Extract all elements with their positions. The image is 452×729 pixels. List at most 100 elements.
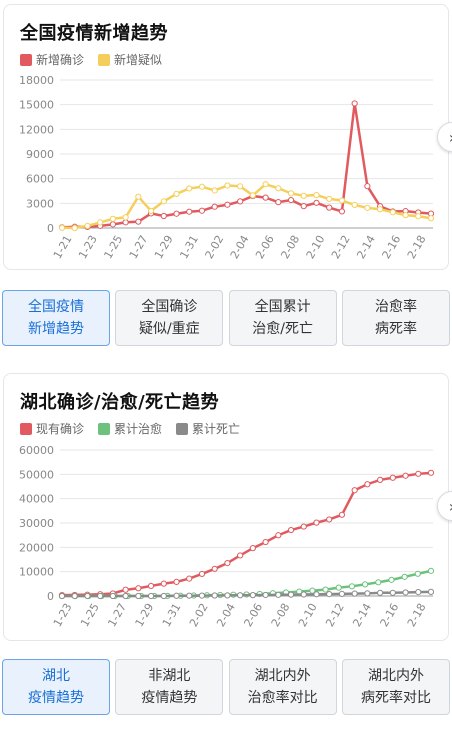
data-point[interactable] bbox=[414, 570, 421, 577]
data-point[interactable] bbox=[186, 592, 193, 599]
data-point[interactable] bbox=[287, 196, 295, 204]
data-point[interactable] bbox=[71, 592, 78, 600]
legend-item-cumulative-recovered[interactable]: 累计治愈 bbox=[98, 420, 162, 437]
data-point[interactable] bbox=[262, 591, 269, 599]
data-point[interactable] bbox=[262, 194, 269, 201]
data-point[interactable] bbox=[401, 573, 408, 580]
data-point[interactable] bbox=[135, 592, 142, 600]
data-point[interactable] bbox=[287, 190, 295, 197]
data-point[interactable] bbox=[224, 182, 231, 189]
data-point[interactable] bbox=[364, 481, 371, 488]
data-point[interactable] bbox=[300, 591, 307, 598]
legend-item-new-suspected[interactable]: 新增疑似 bbox=[98, 51, 162, 68]
data-point[interactable] bbox=[275, 532, 282, 539]
data-point[interactable] bbox=[198, 592, 206, 599]
data-point[interactable] bbox=[160, 212, 167, 220]
data-point[interactable] bbox=[224, 201, 231, 208]
data-point[interactable] bbox=[160, 592, 167, 600]
data-point[interactable] bbox=[249, 192, 256, 199]
data-point[interactable] bbox=[326, 204, 333, 211]
data-point[interactable] bbox=[415, 470, 422, 477]
data-point[interactable] bbox=[71, 224, 78, 232]
data-point[interactable] bbox=[351, 487, 358, 494]
data-point[interactable] bbox=[109, 215, 116, 222]
data-point[interactable] bbox=[186, 575, 193, 582]
data-point[interactable] bbox=[198, 207, 206, 214]
data-point[interactable] bbox=[275, 199, 282, 206]
data-point[interactable] bbox=[122, 592, 129, 600]
data-point[interactable] bbox=[84, 222, 91, 229]
data-point[interactable] bbox=[377, 206, 384, 213]
data-point[interactable] bbox=[364, 204, 371, 211]
data-point[interactable] bbox=[160, 198, 167, 205]
data-point[interactable] bbox=[275, 591, 282, 598]
data-point[interactable] bbox=[415, 589, 422, 596]
data-point[interactable] bbox=[97, 592, 104, 600]
data-point[interactable] bbox=[262, 181, 269, 188]
data-point[interactable] bbox=[147, 582, 155, 590]
data-point[interactable] bbox=[402, 472, 409, 479]
data-point[interactable] bbox=[135, 193, 142, 200]
data-point[interactable] bbox=[427, 588, 435, 595]
legend-item-cumulative-deaths[interactable]: 累计死亡 bbox=[176, 420, 240, 437]
data-point[interactable] bbox=[362, 581, 369, 588]
data-point[interactable] bbox=[326, 195, 333, 203]
data-point[interactable] bbox=[198, 570, 206, 578]
data-point[interactable] bbox=[275, 185, 282, 192]
data-point[interactable] bbox=[389, 474, 396, 481]
data-point[interactable] bbox=[237, 198, 244, 205]
data-point[interactable] bbox=[338, 590, 346, 597]
data-point[interactable] bbox=[402, 589, 409, 596]
data-point[interactable] bbox=[351, 201, 358, 209]
data-point[interactable] bbox=[335, 584, 342, 591]
data-point[interactable] bbox=[147, 592, 155, 600]
data-point[interactable] bbox=[389, 589, 396, 596]
data-point[interactable] bbox=[300, 523, 307, 530]
tab-national-cumulative[interactable]: 全国累计 治愈/死亡 bbox=[228, 290, 337, 346]
data-point[interactable] bbox=[249, 545, 256, 552]
data-point[interactable] bbox=[122, 219, 129, 226]
data-point[interactable] bbox=[300, 192, 307, 199]
data-point[interactable] bbox=[173, 578, 180, 585]
data-point[interactable] bbox=[211, 592, 218, 599]
data-point[interactable] bbox=[237, 592, 244, 599]
data-point[interactable] bbox=[211, 565, 218, 572]
data-point[interactable] bbox=[211, 203, 218, 210]
data-point[interactable] bbox=[377, 589, 384, 596]
tab-death-rate-compare[interactable]: 湖北内外 病死率对比 bbox=[341, 659, 450, 715]
tab-recovery-rate-compare[interactable]: 湖北内外 治愈率对比 bbox=[228, 659, 337, 715]
data-point[interactable] bbox=[313, 191, 320, 199]
data-point[interactable] bbox=[351, 590, 358, 597]
data-point[interactable] bbox=[262, 538, 269, 546]
data-point[interactable] bbox=[322, 586, 329, 593]
data-point[interactable] bbox=[402, 212, 409, 219]
data-point[interactable] bbox=[351, 100, 358, 107]
data-point[interactable] bbox=[97, 219, 104, 226]
data-point[interactable] bbox=[375, 579, 382, 586]
data-point[interactable] bbox=[364, 590, 371, 597]
data-point[interactable] bbox=[224, 592, 231, 599]
data-point[interactable] bbox=[389, 209, 396, 216]
data-point[interactable] bbox=[160, 580, 167, 587]
data-point[interactable] bbox=[109, 221, 116, 228]
data-point[interactable] bbox=[173, 190, 180, 197]
data-point[interactable] bbox=[249, 592, 256, 599]
data-point[interactable] bbox=[287, 591, 295, 598]
data-point[interactable] bbox=[58, 224, 66, 231]
data-point[interactable] bbox=[338, 511, 346, 518]
data-point[interactable] bbox=[173, 592, 180, 599]
data-point[interactable] bbox=[84, 592, 91, 600]
data-point[interactable] bbox=[135, 585, 142, 592]
data-point[interactable] bbox=[300, 203, 307, 210]
data-point[interactable] bbox=[427, 469, 435, 476]
data-point[interactable] bbox=[147, 207, 155, 215]
tab-non-hubei-trend[interactable]: 非湖北 疫情趋势 bbox=[115, 659, 224, 715]
data-point[interactable] bbox=[237, 183, 244, 190]
legend-item-current-confirmed[interactable]: 现有确诊 bbox=[20, 420, 84, 437]
data-point[interactable] bbox=[198, 183, 206, 190]
data-point[interactable] bbox=[122, 214, 129, 221]
data-point[interactable] bbox=[313, 519, 320, 526]
data-point[interactable] bbox=[237, 552, 244, 559]
data-point[interactable] bbox=[326, 516, 333, 523]
data-point[interactable] bbox=[377, 476, 384, 483]
